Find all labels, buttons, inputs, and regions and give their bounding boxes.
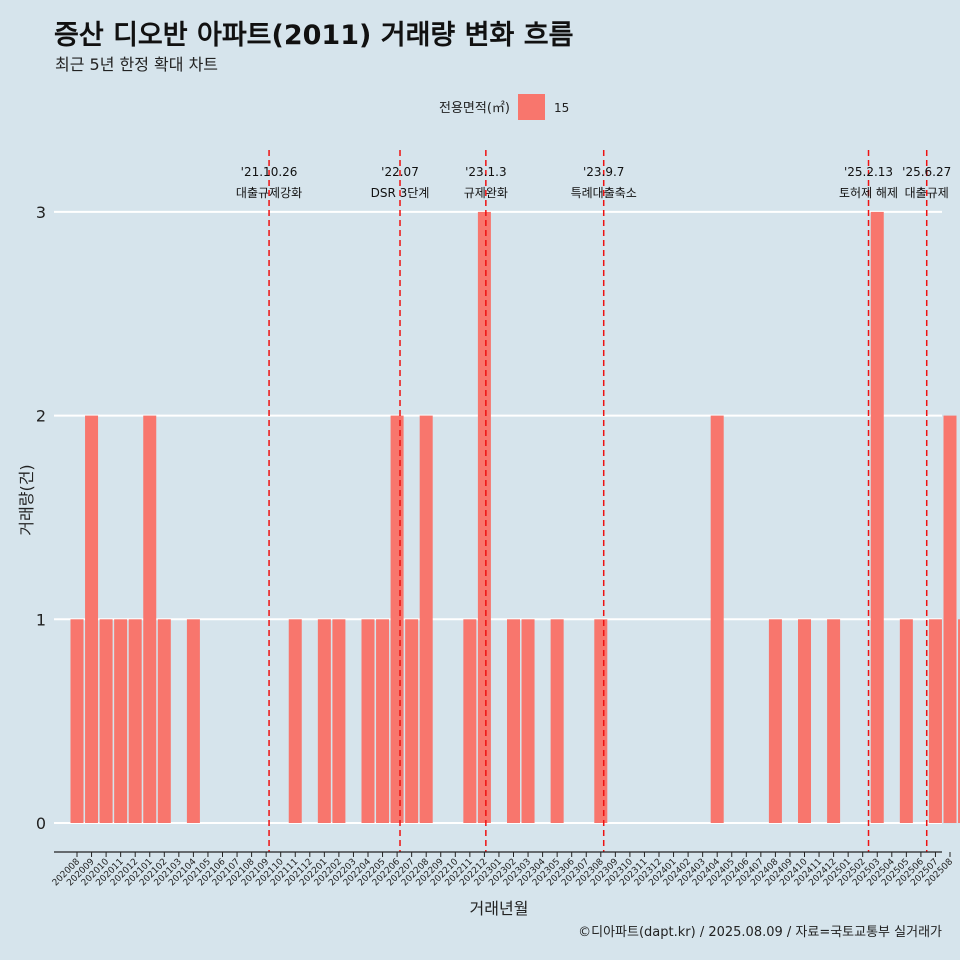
bar [405,619,419,823]
y-tick-label: 3 [36,203,46,222]
bar [870,211,884,823]
event-annotation: '25.2.13 토허제 해제 [839,150,898,852]
bar [186,619,200,823]
bar [550,619,564,823]
legend-swatch [518,94,545,120]
grid [54,210,942,824]
bar [70,619,84,823]
event-label: DSR 3단계 [371,186,430,200]
bar [827,619,841,823]
y-tick-label: 1 [36,610,46,629]
event-label: 규제완화 [464,186,508,200]
legend: 전용면적(㎡) 15 [439,94,569,120]
bar [943,415,957,823]
event-date: '25.2.13 [844,165,893,179]
bar [332,619,346,823]
bar [143,415,157,823]
bar [928,619,942,823]
x-axis: 2020082020092020102020112020122021012021… [51,851,955,888]
event-annotation: '25.6.27 대출규제 [902,150,951,852]
bar [99,619,113,823]
bar [288,619,302,823]
event-annotation: '22.07 DSR 3단계 [371,150,430,852]
caption: ©디아파트(dapt.kr) / 2025.08.09 / 자료=국토교통부 실… [578,925,942,940]
event-label: 특례대출축소 [571,186,637,200]
y-tick-label: 0 [36,814,46,833]
bar [361,619,375,823]
bar [114,619,128,823]
bar [594,619,608,823]
event-label: 토허제 해제 [839,186,898,200]
event-date: '21.10.26 [241,165,298,179]
bar [798,619,811,823]
legend-title: 전용면적(㎡) [439,101,510,116]
bar [463,619,477,823]
event-date: '23.9.7 [583,165,624,179]
bar [419,415,433,823]
bar [768,619,782,823]
bar [317,619,331,823]
event-date: '22.07 [381,165,419,179]
bar [710,415,724,823]
event-label: 대출규제강화 [236,186,302,200]
chart-title: 증산 디오반 아파트(2011) 거래량 변화 흐름 [54,20,573,51]
bar [521,619,535,823]
y-tick-label: 2 [36,407,46,426]
bar [390,415,404,823]
x-axis-label: 거래년월 [470,899,529,918]
bar [376,619,390,823]
legend-entry: 15 [554,101,569,115]
y-axis-label: 거래량(건) [17,464,36,535]
event-date: '23.1.3 [465,165,506,179]
bar [899,619,913,823]
event-annotation: '23.9.7 특례대출축소 [571,150,637,852]
event-annotation: '21.10.26 대출규제강화 [236,150,302,852]
bar [507,619,520,823]
chart-subtitle: 최근 5년 한정 확대 차트 [55,55,218,74]
y-axis: 0 1 2 3 [36,203,46,833]
event-annotation: '23.1.3 규제완화 [464,150,508,852]
bar [128,619,142,823]
bar [477,211,491,823]
bar [157,619,171,823]
event-date: '25.6.27 [902,165,951,179]
bars [70,211,960,823]
event-label: 대출규제 [905,186,949,200]
bar [85,415,99,823]
bar [958,619,960,823]
